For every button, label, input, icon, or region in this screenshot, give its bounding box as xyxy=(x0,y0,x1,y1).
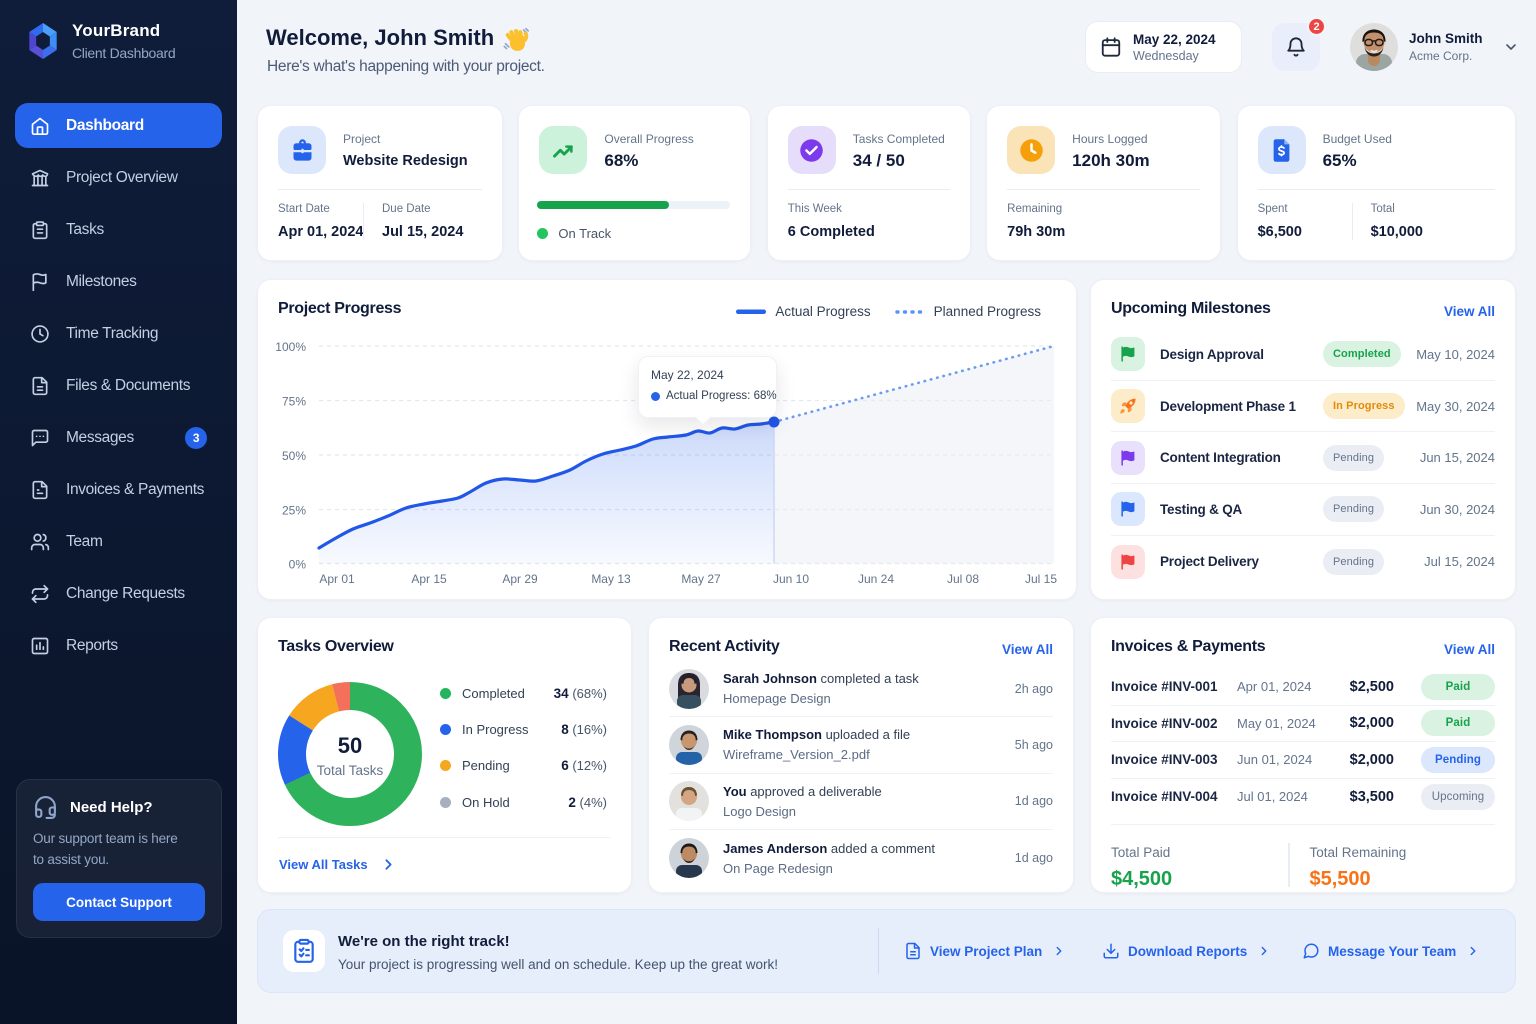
svg-text:May 27: May 27 xyxy=(681,572,721,586)
svg-text:75%: 75% xyxy=(282,395,306,409)
svg-text:May 13: May 13 xyxy=(591,572,631,586)
svg-text:25%: 25% xyxy=(282,504,306,518)
svg-text:0%: 0% xyxy=(289,558,307,572)
svg-text:100%: 100% xyxy=(275,340,306,354)
svg-text:Jun 24: Jun 24 xyxy=(858,572,894,586)
svg-text:50%: 50% xyxy=(282,449,306,463)
svg-text:Jul 15: Jul 15 xyxy=(1025,572,1057,586)
svg-text:50: 50 xyxy=(338,733,362,758)
svg-text:Apr 01: Apr 01 xyxy=(319,572,355,586)
svg-text:Jun 10: Jun 10 xyxy=(773,572,809,586)
svg-text:Apr 29: Apr 29 xyxy=(502,572,538,586)
svg-text:Apr 15: Apr 15 xyxy=(411,572,447,586)
svg-text:Jul 08: Jul 08 xyxy=(947,572,979,586)
svg-text:Total Tasks: Total Tasks xyxy=(317,763,384,778)
